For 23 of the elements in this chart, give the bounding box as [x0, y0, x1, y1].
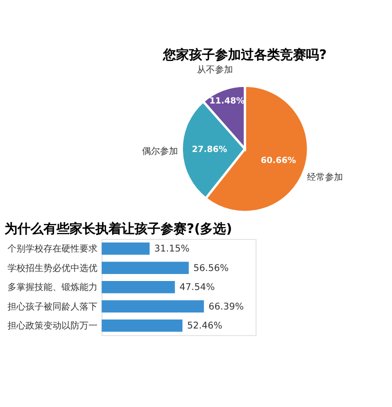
bar — [102, 280, 175, 294]
data-label: 60.66% — [260, 154, 297, 165]
slice-label: 从不参加 — [197, 64, 234, 76]
y-tick-label: 个别学校存在硬性要求 — [7, 244, 98, 255]
y-tick-label: 担心孩子被同龄人落下 — [7, 301, 98, 312]
bar — [102, 262, 189, 274]
data-label: 27.86% — [192, 144, 228, 154]
data-label: 47.54% — [180, 282, 215, 294]
y-tick-label: 学校招生势必优中选优 — [7, 262, 98, 274]
y-tick-label: 担心政策变动以防万一 — [7, 320, 98, 332]
data-label: 31.15% — [154, 244, 190, 255]
chart-title: 您家孩子参加过各类竞赛吗? — [162, 46, 327, 63]
data-label: 66.39% — [208, 301, 244, 312]
bar — [102, 300, 204, 313]
bar — [102, 319, 182, 332]
chart-title: 为什么有些家长执着让孩子参赛?(多选) — [4, 220, 232, 237]
bar — [102, 242, 150, 255]
data-label: 11.48% — [209, 96, 246, 106]
slice-label: 经常参加 — [306, 172, 343, 183]
slice-label: 偶尔参加 — [142, 146, 178, 158]
y-tick-label: 多掌握技能、锻炼能力 — [7, 282, 98, 294]
data-label: 52.46% — [187, 320, 223, 332]
data-label: 56.56% — [193, 262, 229, 274]
